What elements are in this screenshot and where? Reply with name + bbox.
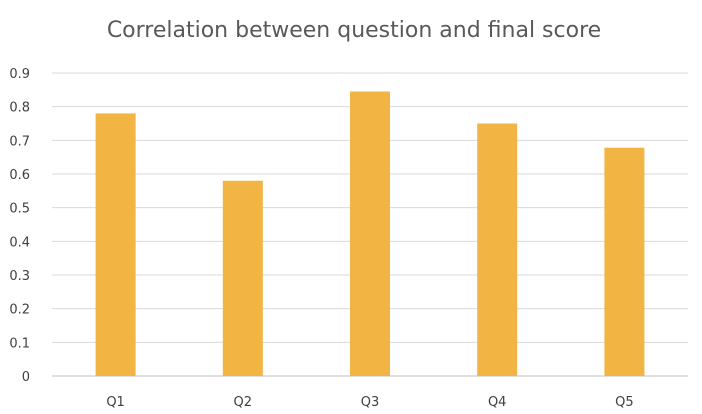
x-tick-label: Q5 (615, 395, 634, 410)
bar-q5 (604, 147, 645, 376)
x-tick-label: Q2 (234, 395, 253, 410)
x-tick-label: Q4 (488, 395, 507, 410)
y-tick-label: 0.6 (9, 168, 30, 183)
y-tick-label: 0.9 (9, 67, 30, 82)
y-tick-label: 0.1 (9, 336, 30, 351)
bar-q4 (477, 123, 518, 376)
x-tick-label: Q1 (106, 395, 125, 410)
y-tick-label: 0.4 (9, 235, 30, 250)
bars (95, 91, 645, 377)
y-tick-label: 0.3 (9, 269, 30, 284)
y-tick-label: 0.2 (9, 303, 30, 318)
y-tick-label: 0.7 (9, 134, 30, 149)
y-tick-label: 0.5 (9, 202, 30, 217)
chart-title: Correlation between question and final s… (107, 18, 601, 43)
y-tick-label: 0.8 (9, 101, 30, 116)
bar-q2 (222, 180, 263, 376)
x-tick-label: Q3 (361, 395, 380, 410)
bar-q3 (350, 91, 390, 377)
x-axis-ticks: Q1 Q2 Q3 Q4 Q5 (106, 395, 633, 410)
bar-q1 (95, 113, 136, 377)
y-axis-ticks: 0 0.1 0.2 0.3 0.4 0.5 0.6 0.7 0.8 0.9 (9, 67, 30, 385)
y-tick-label: 0 (22, 370, 30, 385)
